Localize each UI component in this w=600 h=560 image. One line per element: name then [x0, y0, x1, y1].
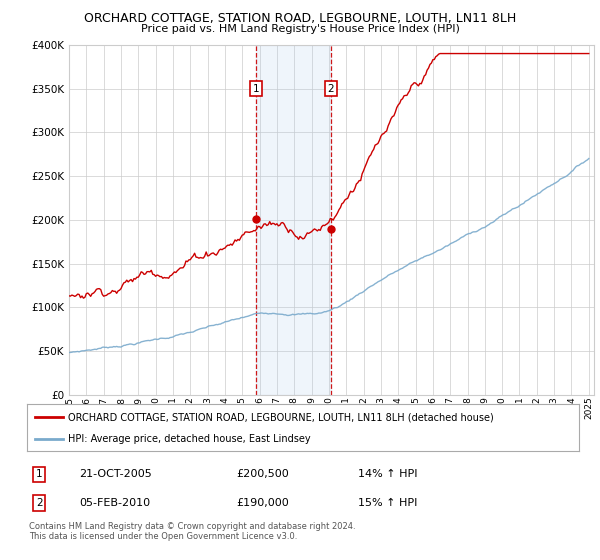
Text: 21-OCT-2005: 21-OCT-2005 — [79, 469, 152, 479]
Text: ORCHARD COTTAGE, STATION ROAD, LEGBOURNE, LOUTH, LN11 8LH: ORCHARD COTTAGE, STATION ROAD, LEGBOURNE… — [84, 12, 516, 25]
Bar — [256, 45, 331, 395]
Text: 1: 1 — [253, 83, 259, 94]
Text: £200,500: £200,500 — [237, 469, 290, 479]
Text: 15% ↑ HPI: 15% ↑ HPI — [358, 498, 418, 508]
Text: HPI: Average price, detached house, East Lindsey: HPI: Average price, detached house, East… — [68, 434, 311, 444]
Text: £190,000: £190,000 — [237, 498, 290, 508]
Text: 2: 2 — [36, 498, 43, 508]
Text: 1: 1 — [36, 469, 43, 479]
Text: 14% ↑ HPI: 14% ↑ HPI — [358, 469, 418, 479]
Text: Price paid vs. HM Land Registry's House Price Index (HPI): Price paid vs. HM Land Registry's House … — [140, 24, 460, 34]
Text: 2: 2 — [328, 83, 334, 94]
Text: Contains HM Land Registry data © Crown copyright and database right 2024.
This d: Contains HM Land Registry data © Crown c… — [29, 522, 355, 542]
Text: ORCHARD COTTAGE, STATION ROAD, LEGBOURNE, LOUTH, LN11 8LH (detached house): ORCHARD COTTAGE, STATION ROAD, LEGBOURNE… — [68, 412, 494, 422]
Text: 05-FEB-2010: 05-FEB-2010 — [79, 498, 151, 508]
